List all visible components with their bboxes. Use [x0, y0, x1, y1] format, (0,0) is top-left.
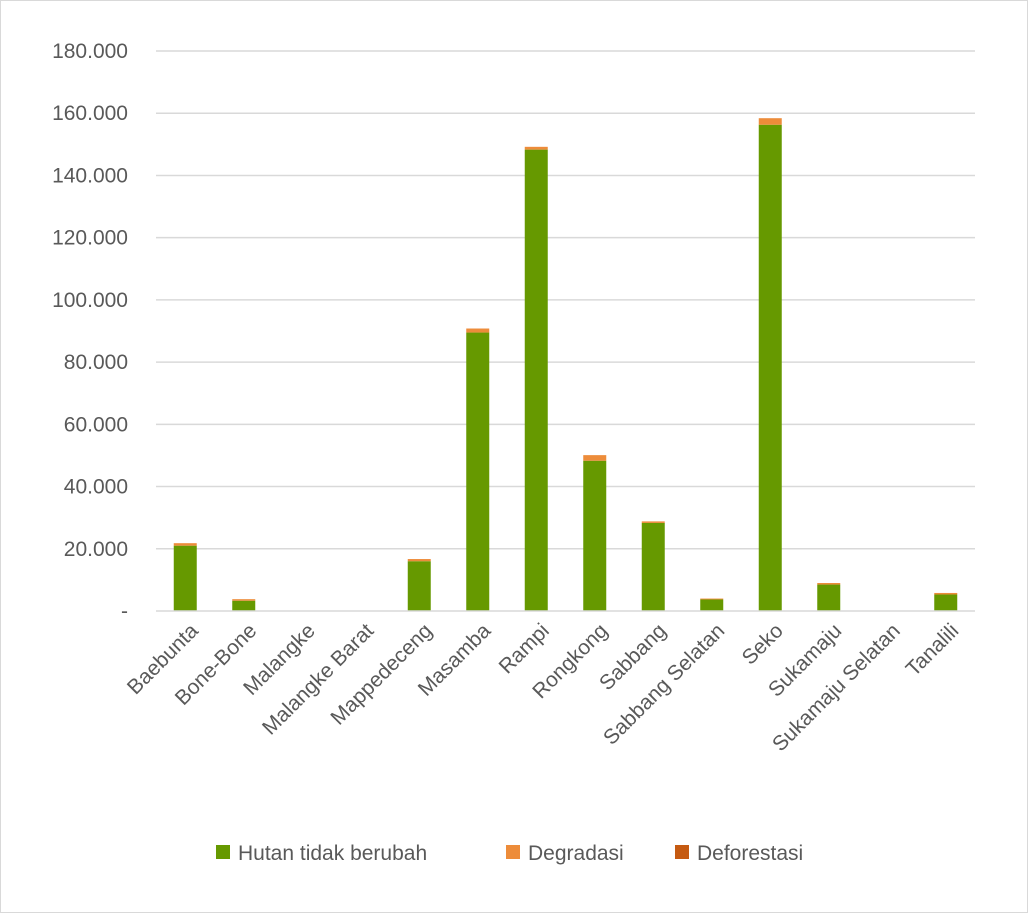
y-tick-label: 80.000 [64, 351, 128, 374]
legend-label: Hutan tidak berubah [238, 842, 427, 865]
bar-segment [466, 328, 490, 333]
legend-swatch [506, 845, 520, 859]
bar-segment [466, 332, 490, 611]
bar-segment [934, 594, 958, 611]
bar-segment [524, 149, 548, 611]
y-tick-label: 60.000 [64, 413, 128, 436]
bar-segment [817, 584, 841, 611]
bar-segment [232, 600, 256, 611]
bar-segment [641, 522, 665, 611]
y-axis-tick-labels: - 20.000 40.000 60.000 80.000 100.000 120.000 1… [52, 40, 128, 623]
legend-label: Degradasi [528, 842, 624, 865]
gridlines [156, 50, 975, 550]
bar-segment [641, 521, 665, 523]
x-tick-label: Mappedeceng [326, 619, 436, 729]
bar-segment [700, 599, 724, 611]
legend-label: Deforestasi [697, 842, 803, 865]
y-tick-label: 140.000 [52, 164, 128, 187]
bar-segment [583, 455, 607, 461]
bar-segment [407, 559, 431, 562]
bar-segment [524, 146, 548, 150]
bar-segment [934, 592, 958, 595]
bar-segment [817, 583, 841, 585]
y-tick-label: 40.000 [64, 476, 128, 499]
x-tick-label: Seko [738, 619, 788, 669]
bar-segment [173, 543, 197, 546]
y-tick-label: 100.000 [52, 289, 128, 312]
bar-segment [407, 561, 431, 611]
y-tick-label: 160.000 [52, 102, 128, 125]
bars [173, 118, 958, 611]
bar-segment [173, 545, 197, 611]
bar-segment [232, 599, 256, 601]
bar-segment [758, 124, 782, 611]
y-tick-label: - [121, 600, 128, 623]
bar-segment [583, 460, 607, 611]
legend-swatch [216, 845, 230, 859]
y-tick-label: 120.000 [52, 227, 128, 250]
y-tick-label: 180.000 [52, 40, 128, 63]
bar-segment [758, 118, 782, 125]
legend-swatch [675, 845, 689, 859]
y-tick-label: 20.000 [64, 538, 128, 561]
legend: Hutan tidak berubah Degradasi Deforestasi [216, 842, 803, 865]
x-tick-label: Tanalili [902, 619, 964, 681]
bar-segment [700, 598, 724, 600]
